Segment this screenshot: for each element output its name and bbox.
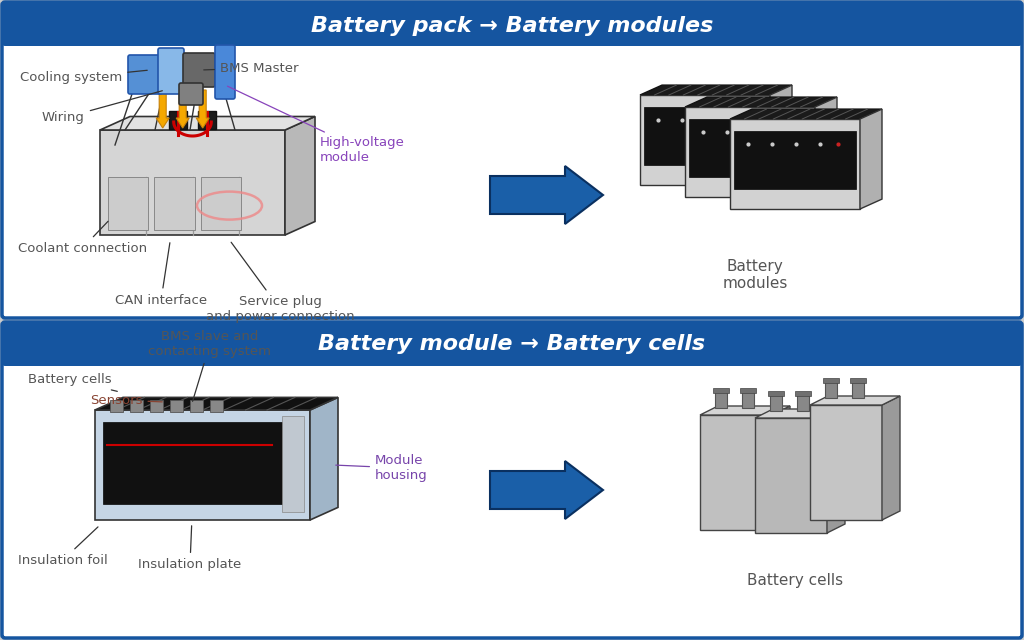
Text: CAN interface: CAN interface [115,243,207,307]
Text: Module
housing: Module housing [336,454,428,482]
Text: Cooling system: Cooling system [20,70,147,84]
Bar [5,5,1019,43]
Polygon shape [742,392,754,408]
FancyArrow shape [490,166,603,224]
Polygon shape [772,406,790,530]
Polygon shape [285,116,315,235]
Bar [740,388,756,393]
FancyBboxPatch shape [128,55,162,94]
Polygon shape [700,406,790,415]
Bar [169,111,186,129]
Polygon shape [882,396,900,520]
Polygon shape [310,397,338,520]
Polygon shape [100,116,315,130]
FancyArrow shape [176,90,189,128]
Bar [644,107,766,165]
Polygon shape [797,395,809,411]
Polygon shape [685,107,815,197]
Bar [155,177,195,230]
Polygon shape [810,396,900,405]
Bar [282,416,304,512]
Bar [795,391,811,396]
FancyBboxPatch shape [215,45,234,99]
FancyArrow shape [197,90,209,128]
Text: Battery cells: Battery cells [28,374,118,391]
Polygon shape [730,119,860,209]
Bar [689,119,811,177]
Text: BMS Master: BMS Master [204,61,299,74]
Polygon shape [685,97,837,107]
FancyArrow shape [490,461,603,519]
Polygon shape [640,95,770,185]
Text: Battery pack → Battery modules: Battery pack → Battery modules [311,16,713,36]
Bar [823,378,839,383]
FancyBboxPatch shape [2,2,1022,318]
FancyBboxPatch shape [158,48,184,94]
Polygon shape [860,109,882,209]
Polygon shape [755,418,827,533]
Bar [170,400,183,412]
Text: BMS slave and
contacting system: BMS slave and contacting system [148,330,271,401]
FancyBboxPatch shape [179,83,203,105]
Polygon shape [827,409,845,533]
Text: Insulation foil: Insulation foil [18,527,108,566]
Bar [110,400,123,412]
FancyArrow shape [157,90,169,128]
Polygon shape [700,415,772,530]
Text: Insulation plate: Insulation plate [138,526,242,571]
FancyBboxPatch shape [183,53,215,87]
Polygon shape [770,85,792,185]
Bar [108,177,148,230]
Text: High-voltage
module: High-voltage module [227,86,404,164]
Text: Battery cells: Battery cells [746,573,843,588]
Polygon shape [715,392,727,408]
Polygon shape [95,410,310,520]
Polygon shape [810,405,882,520]
Bar [734,131,856,189]
Bar [130,400,143,412]
Polygon shape [770,395,782,411]
Polygon shape [95,397,338,410]
FancyBboxPatch shape [2,2,1022,46]
Bar [768,391,784,396]
Bar [150,400,163,412]
Bar [190,400,203,412]
Bar [201,177,241,230]
Polygon shape [100,130,285,235]
Polygon shape [755,409,845,418]
FancyBboxPatch shape [2,322,1022,638]
Bar [103,422,283,504]
Bar [199,111,216,129]
Polygon shape [640,85,792,95]
Text: Service plug
and power connection: Service plug and power connection [206,243,354,323]
Bar [210,400,223,412]
FancyBboxPatch shape [2,322,1022,366]
Text: Battery module → Battery cells: Battery module → Battery cells [318,334,706,354]
Bar [850,378,866,383]
Bar [713,388,729,393]
Text: Sensors: Sensors [90,394,162,406]
Polygon shape [730,109,882,119]
Text: Coolant connection: Coolant connection [18,221,147,255]
Polygon shape [825,382,837,398]
Polygon shape [852,382,864,398]
Text: Wiring: Wiring [42,91,163,125]
Polygon shape [815,97,837,197]
Text: Battery
modules: Battery modules [722,259,787,291]
